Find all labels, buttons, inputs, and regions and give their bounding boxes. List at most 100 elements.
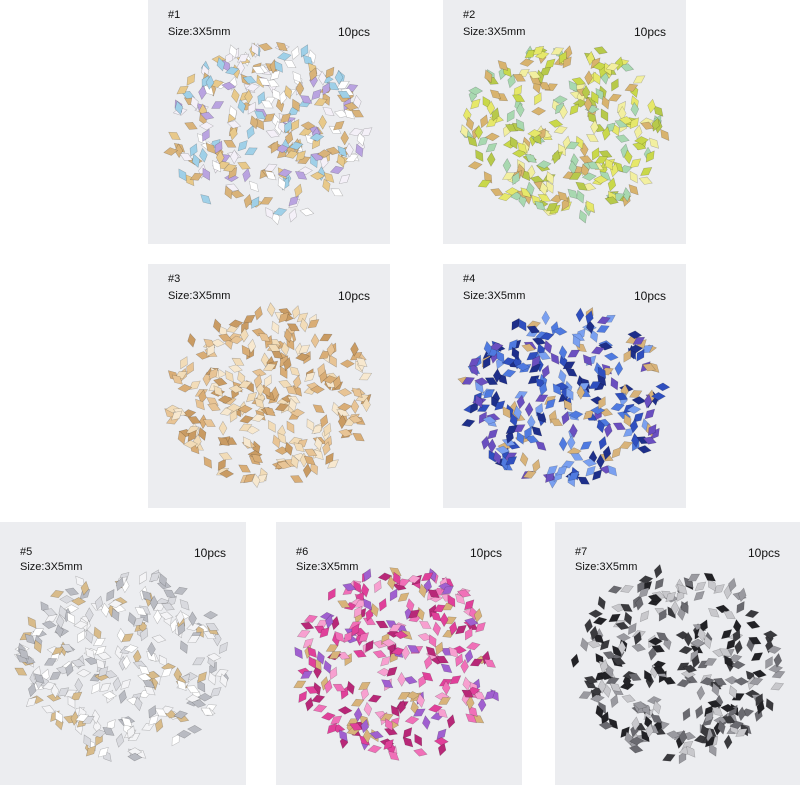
rhinestone: [325, 614, 334, 629]
rhinestone: [115, 577, 124, 592]
rhinestone: [274, 403, 289, 412]
rhinestone: [304, 371, 316, 382]
rhinestone: [217, 437, 230, 446]
rhinestone: [363, 568, 372, 582]
rhinestone: [620, 143, 629, 159]
rhinestone: [228, 364, 243, 373]
rhinestone: [654, 577, 664, 590]
rhinestone: [177, 430, 186, 445]
rhinestones: [293, 567, 499, 761]
rhinestone: [203, 338, 216, 349]
rhinestone: [202, 128, 210, 142]
rhinestone: [516, 431, 525, 445]
rhinestone: [678, 729, 688, 745]
rhinestone: [475, 394, 483, 409]
rhinestone: [339, 359, 355, 368]
rhinestone: [375, 620, 389, 629]
rhinestone: [186, 361, 195, 376]
rhinestone: [729, 685, 737, 699]
rhinestone: [677, 583, 688, 595]
rhinestone: [665, 591, 677, 603]
rhinestone: [219, 673, 228, 688]
rhinestone: [187, 635, 201, 643]
rhinestone: [75, 720, 84, 736]
rhinestone: [251, 66, 266, 74]
rhinestone: [237, 404, 253, 414]
rhinestone: [95, 658, 106, 671]
rhinestone: [312, 404, 325, 414]
rhinestone: [272, 88, 281, 101]
rhinestone: [615, 621, 630, 631]
rhinestone: [96, 651, 112, 661]
rhinestone: [428, 704, 443, 713]
rhinestone: [582, 354, 593, 367]
rhinestone: [610, 402, 625, 412]
rhinestone: [270, 140, 279, 154]
rhinestone: [603, 352, 619, 361]
rhinestone: [289, 408, 306, 418]
panel-number: #5: [20, 546, 33, 558]
rhinestone: [318, 350, 332, 360]
rhinestone: [337, 90, 352, 99]
rhinestone: [324, 679, 333, 694]
rhinestone: [575, 307, 585, 323]
rhinestone: [252, 440, 261, 455]
rhinestone: [176, 85, 189, 95]
rhinestone: [93, 626, 102, 641]
rhinestone: [750, 652, 764, 662]
rhinestone: [148, 704, 157, 719]
rhinestone: [581, 172, 597, 181]
rhinestones: [163, 41, 373, 226]
rhinestone: [50, 589, 65, 599]
rhinestone: [598, 396, 606, 410]
rhinestone: [464, 617, 479, 627]
rhinestone: [343, 630, 353, 644]
rhinestone: [597, 678, 607, 694]
rhinestone: [279, 113, 292, 124]
rhinestone: [670, 600, 680, 616]
rhinestone: [313, 449, 324, 461]
rhinestone: [310, 154, 318, 169]
rhinestone: [197, 692, 213, 702]
rhinestone: [284, 441, 293, 456]
rhinestone: [190, 95, 199, 110]
rhinestone: [596, 418, 612, 428]
rhinestone: [482, 356, 491, 370]
rhinestone: [647, 593, 663, 603]
rhinestone: [316, 650, 325, 665]
rhinestone: [551, 149, 561, 165]
rhinestone: [97, 746, 109, 758]
rhinestone: [286, 420, 295, 434]
rhinestone: [325, 644, 339, 652]
rhinestone: [566, 435, 576, 451]
rhinestone: [588, 381, 602, 389]
rhinestone: [85, 607, 94, 623]
rhinestone: [127, 611, 136, 627]
rhinestone: [251, 453, 264, 464]
rhinestone: [367, 694, 382, 703]
rhinestone: [653, 563, 663, 579]
rhinestone: [596, 316, 611, 325]
rhinestone: [291, 45, 300, 60]
rhinestone: [635, 596, 644, 611]
rhinestone: [275, 41, 288, 52]
rhinestone: [352, 432, 365, 442]
rhinestone: [632, 336, 646, 345]
rhinestone: [771, 670, 786, 679]
rhinestone: [513, 405, 522, 421]
rhinestone: [291, 118, 300, 132]
rhinestone: [322, 178, 331, 193]
rhinestone: [337, 706, 353, 715]
rhinestone: [614, 361, 624, 377]
rhinestone: [123, 644, 139, 653]
rhinestone: [428, 634, 437, 648]
rhinestone: [202, 419, 216, 427]
rhinestone: [115, 733, 125, 748]
rhinestone: [383, 739, 394, 750]
rhinestone: [572, 334, 581, 349]
rhinestone: [28, 682, 37, 698]
rhinestone: [719, 648, 732, 657]
rhinestone: [138, 665, 151, 675]
rhinestone: [563, 399, 573, 412]
rhinestone: [333, 120, 345, 131]
